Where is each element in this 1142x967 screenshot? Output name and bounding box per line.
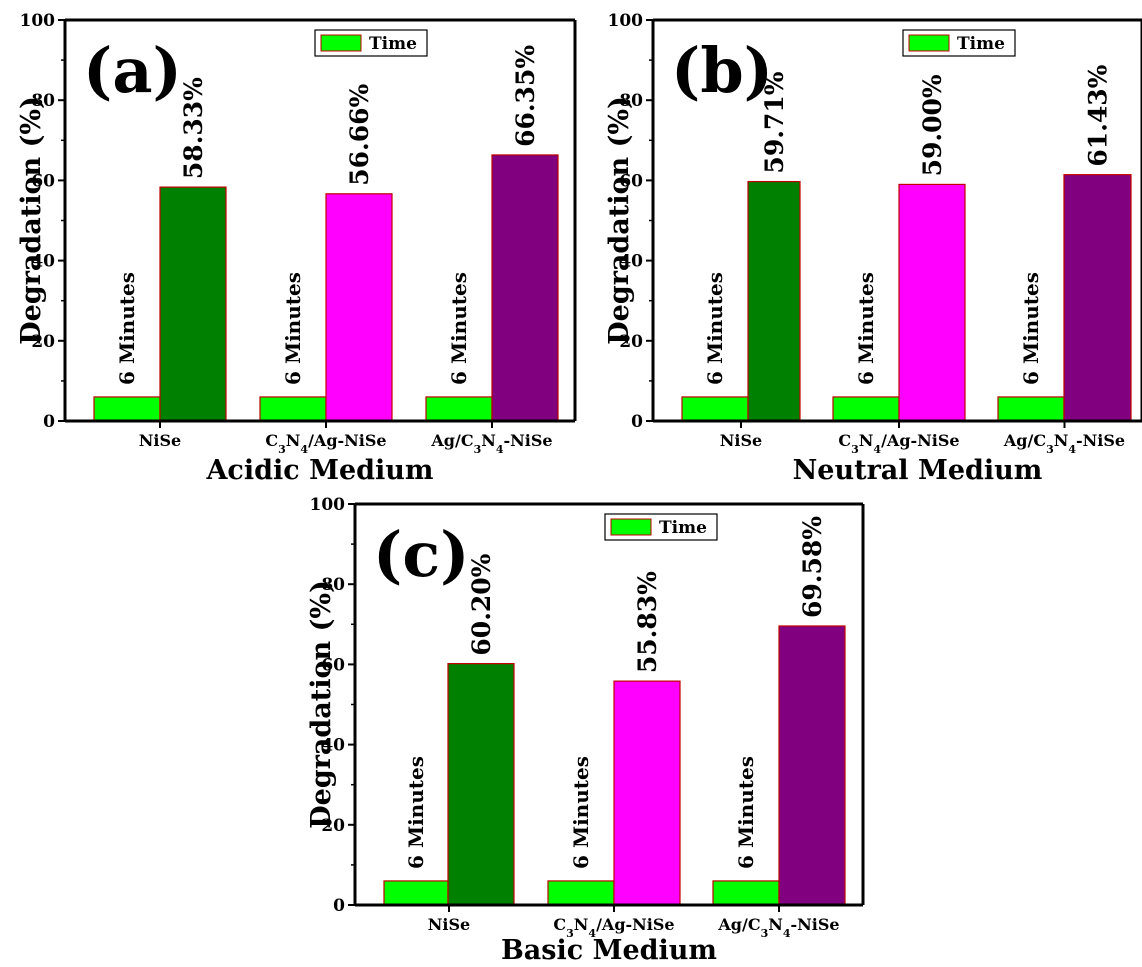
legend-label: Time — [659, 518, 707, 538]
x-tick-label: NiSe — [428, 915, 470, 934]
legend-swatch — [610, 518, 652, 536]
time-bar — [383, 880, 449, 906]
time-bar-label: 6 Minutes — [703, 272, 727, 385]
time-bar — [425, 396, 493, 422]
degradation-bar — [447, 662, 515, 906]
y-tick-label: 0 — [333, 896, 345, 916]
y-tick-label: 40 — [321, 736, 345, 756]
degradation-bar — [491, 154, 559, 422]
panel-label: (a) — [83, 34, 182, 107]
degradation-bar-label: 60.20% — [467, 553, 496, 655]
time-bar-label: 6 Minutes — [115, 272, 139, 385]
y-tick-label: 0 — [43, 412, 55, 432]
degradation-bar — [747, 180, 801, 422]
x-tick-label: NiSe — [720, 431, 762, 450]
y-tick-label: 80 — [321, 575, 345, 595]
degradation-bar — [1063, 174, 1132, 422]
chart-panel: 6 Minutes 59.71% NiSe 6 Minutes 59.00% C3N4/A… — [604, 11, 1142, 486]
x-tick-label: C3N4/Ag-NiSe — [553, 915, 674, 940]
degradation-bar — [613, 680, 681, 906]
degradation-bar-label: 55.83% — [633, 571, 662, 673]
y-tick-label: 20 — [321, 816, 345, 836]
y-tick-label: 60 — [31, 171, 55, 191]
degradation-bar — [778, 625, 846, 906]
panel-label: (b) — [671, 34, 773, 107]
x-tick-label: Ag/C3N4-NiSe — [717, 915, 839, 940]
degradation-bar — [159, 186, 227, 422]
degradation-bar-label: 61.43% — [1084, 64, 1113, 166]
legend-swatch — [320, 34, 362, 52]
y-tick-label: 100 — [20, 11, 56, 31]
time-bar-label: 6 Minutes — [281, 272, 305, 385]
x-tick-label: NiSe — [139, 431, 181, 450]
y-tick-label: 60 — [321, 655, 345, 675]
x-tick-label: Ag/C3N4-NiSe — [430, 431, 552, 456]
x-axis-label: Neutral Medium — [793, 455, 1043, 486]
y-tick-label: 20 — [619, 332, 643, 352]
time-bar-label: 6 Minutes — [404, 756, 428, 869]
time-bar — [547, 880, 615, 906]
legend: Time — [604, 513, 718, 541]
x-tick-label: C3N4/Ag-NiSe — [838, 431, 959, 456]
x-tick-label: Ag/C3N4-NiSe — [1003, 431, 1125, 456]
time-bar-label: 6 Minutes — [1019, 272, 1043, 385]
time-bar — [681, 396, 749, 422]
degradation-bar-label: 59.71% — [760, 71, 789, 173]
legend-label: Time — [369, 34, 417, 54]
chart-panel: 6 Minutes 58.33% NiSe 6 Minutes 56.66% C3N4/A… — [16, 11, 577, 486]
x-axis-label: Basic Medium — [501, 935, 717, 966]
y-axis-label: Degradation (%) — [604, 96, 635, 345]
time-bar-label: 6 Minutes — [569, 756, 593, 869]
degradation-bar-label: 66.35% — [511, 45, 540, 147]
degradation-bar — [325, 193, 393, 422]
time-bar — [997, 396, 1065, 422]
time-bar — [259, 396, 327, 422]
degradation-bar-label: 59.00% — [918, 74, 947, 176]
degradation-bar-label: 58.33% — [179, 77, 208, 179]
chart-panel: 6 Minutes 60.20% NiSe 6 Minutes 55.83% C3N4/A… — [306, 495, 865, 966]
panel-label: (c) — [373, 518, 469, 591]
degradation-bar — [898, 183, 966, 422]
time-bar — [712, 880, 780, 906]
degradation-bar-label: 56.66% — [345, 84, 374, 186]
y-tick-label: 40 — [31, 252, 55, 272]
time-bar — [93, 396, 161, 422]
y-axis-label: Degradation (%) — [16, 96, 47, 345]
time-bar-label: 6 Minutes — [447, 272, 471, 385]
y-tick-label: 20 — [31, 332, 55, 352]
y-tick-label: 100 — [310, 495, 346, 515]
time-bar — [832, 396, 900, 422]
legend-label: Time — [957, 34, 1005, 54]
legend: Time — [314, 29, 428, 57]
y-axis-label: Degradation (%) — [306, 580, 337, 829]
legend: Time — [902, 29, 1016, 57]
time-bar-label: 6 Minutes — [854, 272, 878, 385]
x-axis-label: Acidic Medium — [205, 455, 433, 486]
y-tick-label: 0 — [631, 412, 643, 432]
time-bar-label: 6 Minutes — [734, 756, 758, 869]
legend-swatch — [908, 34, 950, 52]
degradation-bar-label: 69.58% — [798, 516, 827, 618]
y-tick-label: 100 — [608, 11, 644, 31]
y-tick-label: 80 — [619, 91, 643, 111]
x-tick-label: C3N4/Ag-NiSe — [265, 431, 386, 456]
y-tick-label: 80 — [31, 91, 55, 111]
y-tick-label: 60 — [619, 171, 643, 191]
y-tick-label: 40 — [619, 252, 643, 272]
